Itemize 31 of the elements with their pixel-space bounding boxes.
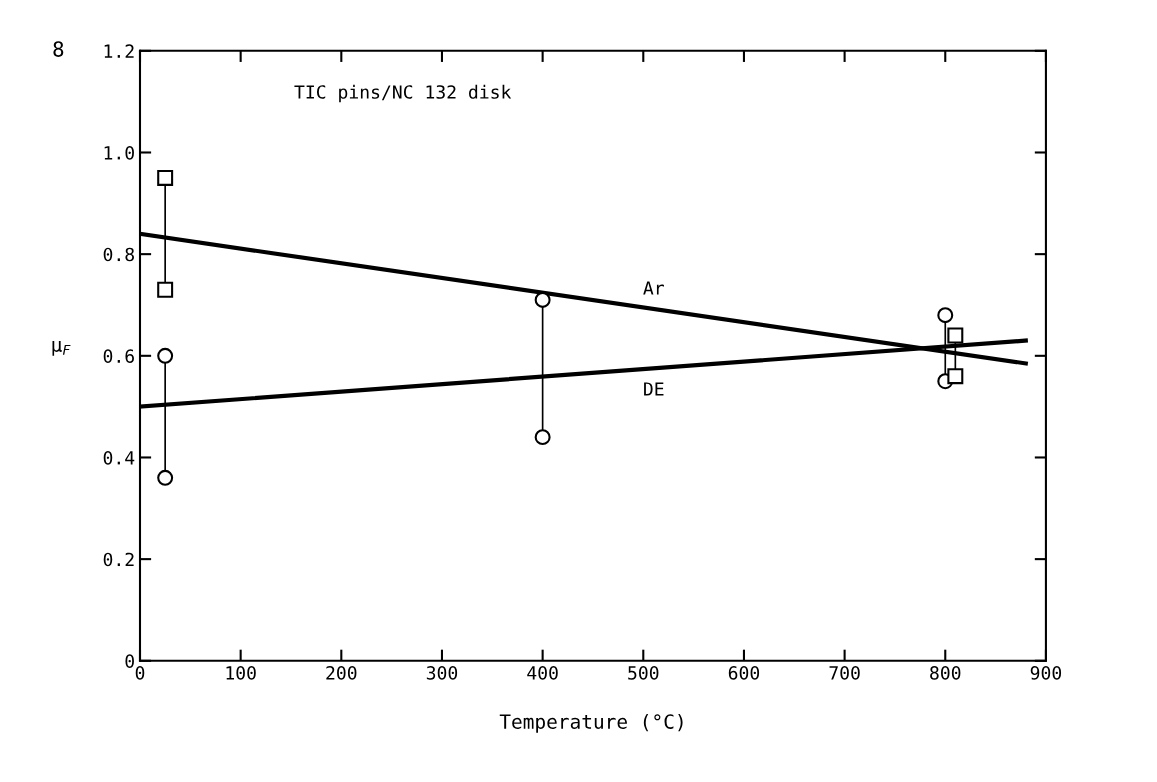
y-tick-label: 1.0: [104, 146, 134, 160]
x-tick-label: 300: [426, 666, 458, 680]
point: [157, 281, 174, 298]
annotation: TIC pins/NC 132 disk: [294, 84, 512, 103]
y-tick-label: 0.4: [103, 450, 135, 465]
series-label: DE: [644, 382, 664, 396]
text: 8: [53, 41, 64, 57]
x-tick-label: 200: [326, 666, 357, 680]
point: [947, 327, 964, 344]
x-tick-label: 900: [1030, 666, 1062, 680]
y-tick-label: 0.8: [103, 247, 134, 262]
x-tick-label: 500: [628, 666, 659, 680]
point: [157, 469, 174, 486]
y-tick-label: 1.2: [104, 44, 134, 58]
y-tick-label: 0.2: [103, 552, 134, 567]
x-axis-title: Temperature (°C): [499, 713, 683, 733]
series-label: Ar: [643, 281, 664, 295]
point: [157, 169, 174, 186]
y-axis-title: μ$_{F}$: [52, 341, 71, 356]
point: [534, 429, 551, 446]
x-tick-label: 600: [728, 666, 760, 680]
x-tick-label: 0: [135, 666, 145, 680]
y-tick-label: 0: [125, 654, 134, 668]
x-tick-label: 800: [930, 666, 961, 680]
point: [937, 307, 954, 324]
x-tick-label: 400: [527, 666, 558, 680]
x-tick-label: 700: [829, 666, 860, 680]
point: [157, 347, 174, 364]
y-tick-label: 0.6: [103, 349, 134, 363]
x-tick-label: 100: [226, 666, 256, 680]
point: [947, 368, 964, 385]
